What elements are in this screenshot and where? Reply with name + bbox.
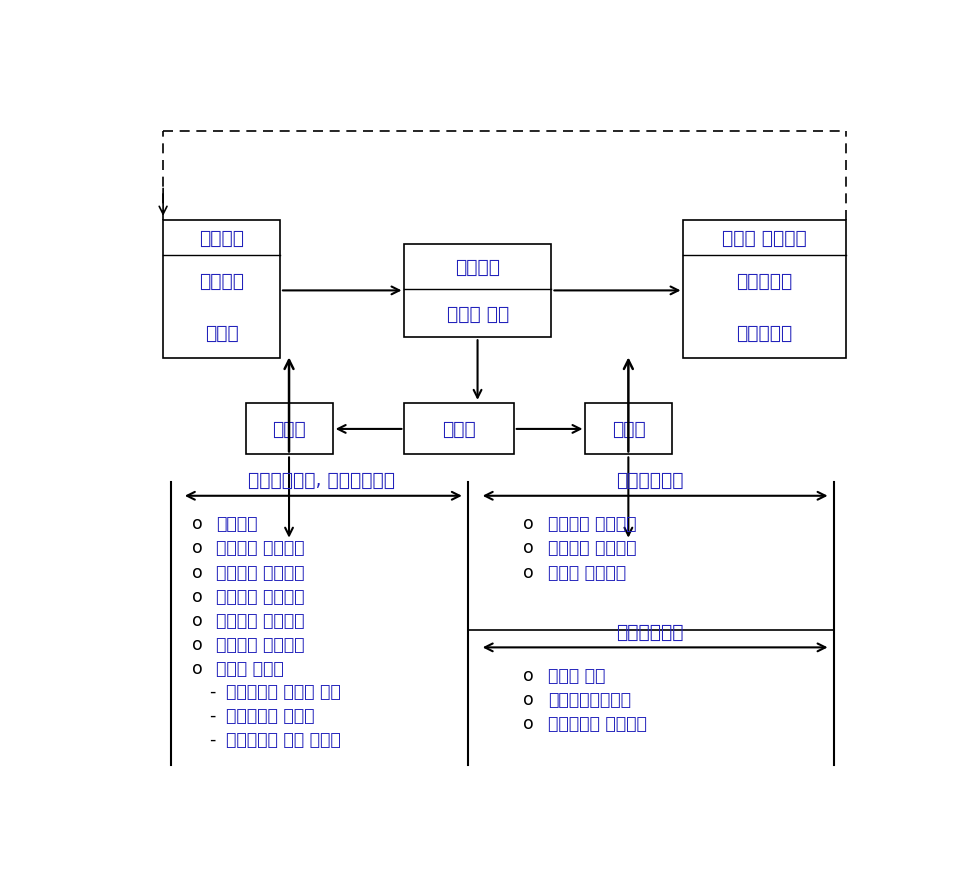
Text: o: o [523,666,534,684]
Text: 대기오염 방지기술: 대기오염 방지기술 [216,539,305,557]
Text: 청정기술: 청정기술 [216,515,258,533]
Text: 해양환경 보전기술: 해양환경 보전기술 [216,611,305,629]
Text: 지구환경 보전기술: 지구환경 보전기술 [216,636,305,654]
Text: o: o [192,539,202,557]
Text: 소비와 생산: 소비와 생산 [447,304,509,324]
Text: 경제활동: 경제활동 [455,257,500,277]
Text: 부산물: 부산물 [442,419,476,439]
Text: o: o [192,611,202,629]
Text: 공정폐기물 재활용 촉진: 공정폐기물 재활용 촉진 [226,682,341,700]
Text: 폐기물: 폐기물 [612,419,646,439]
Text: 환경질변화: 환경질변화 [737,272,793,291]
Text: 사전예방기술, 사전처리기술: 사전예방기술, 사전처리기술 [248,470,395,489]
Bar [586,403,672,455]
Text: 포장폐기물 최소화: 포장폐기물 최소화 [226,706,314,724]
Text: 오염환경관리기술: 오염환경관리기술 [548,690,631,708]
Text: 오염된 자연환경: 오염된 자연환경 [722,229,807,248]
Text: -: - [209,706,215,724]
Text: o: o [192,659,202,678]
Bar [683,221,846,358]
Text: 위해성 평가: 위해성 평가 [548,666,605,684]
Text: o: o [523,690,534,708]
Text: 에너지: 에너지 [204,324,238,342]
Text: 토양오염 방지기술: 토양오염 방지기술 [216,587,305,605]
Text: -: - [209,682,215,700]
Text: 대기오염 처리기술: 대기오염 처리기술 [548,515,636,533]
Text: 폐기물 처리기술: 폐기물 처리기술 [548,563,626,581]
Text: 오염환경질 정화기술: 오염환경질 정화기술 [548,714,646,732]
Text: 환경복원기술: 환경복원기술 [616,622,683,641]
Text: o: o [192,563,202,581]
Text: o: o [192,587,202,605]
Text: 생태계파괴: 생태계파괴 [737,324,793,342]
Text: o: o [523,563,534,581]
Text: 자연환경: 자연환경 [199,229,244,248]
Text: 수질오염 방지기술: 수질오염 방지기술 [216,563,305,581]
Text: 폐기물 최소화: 폐기물 최소화 [216,659,284,678]
Bar [405,245,552,338]
Bar [246,403,333,455]
Text: -: - [209,730,215,748]
Text: o: o [192,636,202,654]
Text: o: o [192,515,202,533]
Bar [163,221,280,358]
Text: o: o [523,539,534,557]
Bar [405,403,514,455]
Text: o: o [523,714,534,732]
Text: 재활용: 재활용 [272,419,306,439]
Text: 자연자원: 자연자원 [199,272,244,291]
Text: o: o [523,515,534,533]
Text: 수질오염 처리기술: 수질오염 처리기술 [548,539,636,557]
Text: 생활쓰레기 발생 최소화: 생활쓰레기 발생 최소화 [226,730,341,748]
Text: 사후처리기술: 사후처리기술 [616,470,683,489]
